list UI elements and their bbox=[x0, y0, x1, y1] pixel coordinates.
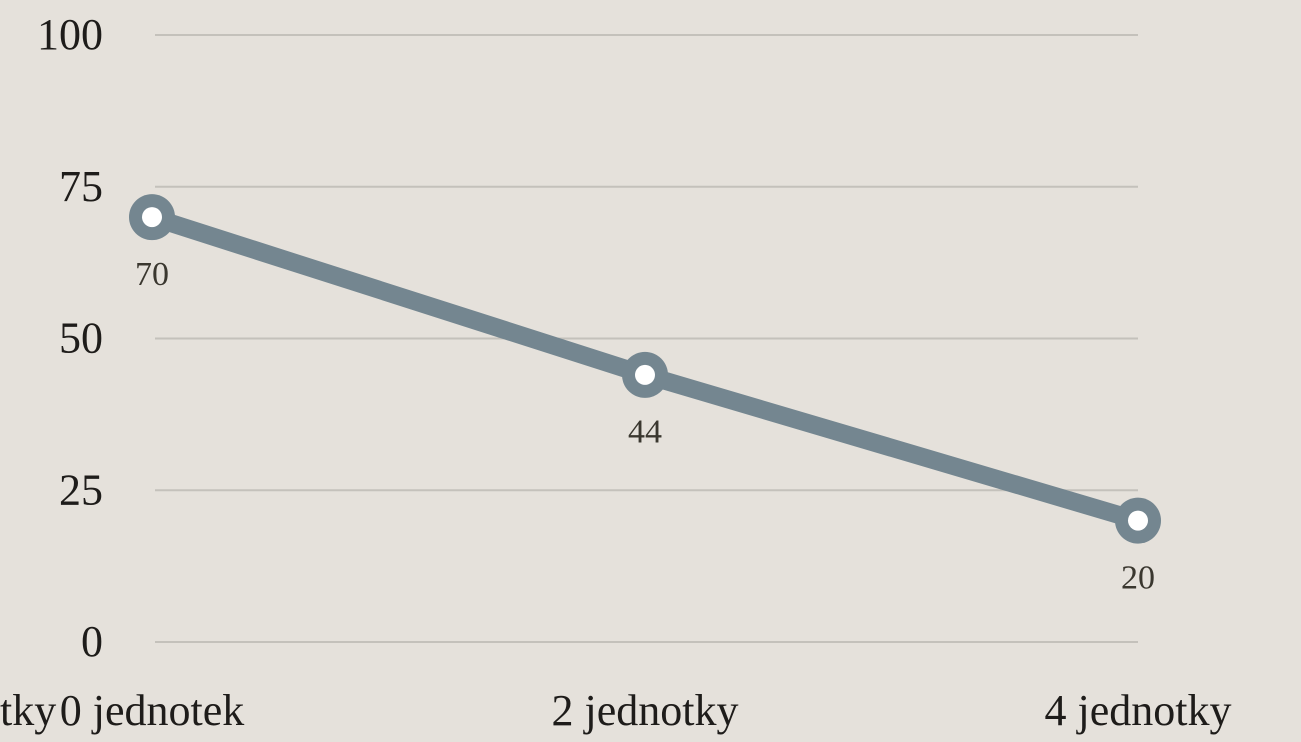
y-tick-label: 100 bbox=[37, 10, 103, 59]
y-tick-label: 0 bbox=[81, 617, 103, 666]
y-tick-label: 75 bbox=[59, 162, 103, 211]
y-tick-label: 25 bbox=[59, 465, 103, 514]
data-label: 70 bbox=[135, 256, 169, 293]
y-tick-label: 50 bbox=[59, 314, 103, 363]
x-tick-label: 0 jednotek bbox=[60, 686, 245, 735]
x-tick-label: 4 jednotky bbox=[1045, 686, 1232, 735]
point-center bbox=[635, 364, 655, 385]
point-center bbox=[142, 207, 162, 228]
x-axis-label: tky bbox=[0, 686, 56, 735]
x-tick-label: 2 jednotky bbox=[552, 686, 739, 735]
point-center bbox=[1128, 510, 1148, 531]
data-label: 44 bbox=[628, 414, 662, 451]
data-label: 20 bbox=[1121, 559, 1155, 596]
